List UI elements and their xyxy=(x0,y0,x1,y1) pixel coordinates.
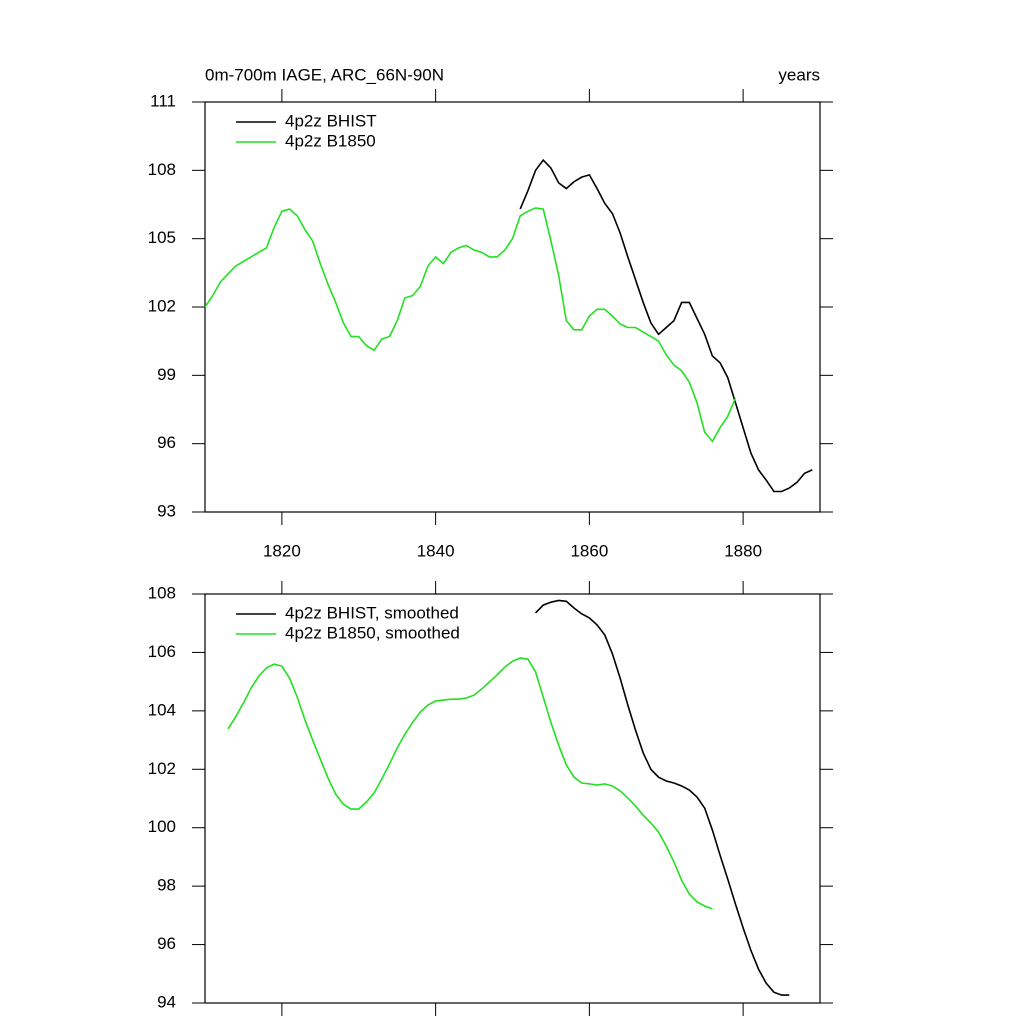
y-tick-label: 94 xyxy=(157,992,176,1011)
y-tick-label: 96 xyxy=(157,934,176,953)
x-tick-label: 1860 xyxy=(570,541,608,560)
y-tick-label: 98 xyxy=(157,876,176,895)
chart-title: 0m-700m IAGE, ARC_66N-90N xyxy=(205,65,444,84)
y-tick-label: 105 xyxy=(148,228,176,247)
y-tick-label: 111 xyxy=(150,91,176,110)
y-tick-label: 99 xyxy=(157,365,176,384)
y-tick-label: 102 xyxy=(148,296,176,315)
legend-label: 4p2z B1850 xyxy=(285,131,376,150)
x-tick-label: 1880 xyxy=(724,541,762,560)
legend-label: 4p2z B1850, smoothed xyxy=(285,623,460,642)
series-line xyxy=(534,599,790,996)
y-tick-label: 96 xyxy=(157,433,176,452)
y-tick-label: 108 xyxy=(148,583,176,602)
y-tick-label: 100 xyxy=(148,817,176,836)
x-tick-label: 1820 xyxy=(263,541,301,560)
series-line xyxy=(519,158,813,493)
legend-label: 4p2z BHIST xyxy=(285,111,377,130)
y-tick-label: 93 xyxy=(157,501,176,520)
plot-frame xyxy=(204,101,821,513)
legend-label: 4p2z BHIST, smoothed xyxy=(285,603,459,622)
y-tick-label: 102 xyxy=(148,759,176,778)
series-line xyxy=(204,207,737,443)
series-line xyxy=(227,657,713,910)
y-tick-label: 104 xyxy=(148,700,176,719)
y-tick-label: 108 xyxy=(148,160,176,179)
plot-frame xyxy=(204,593,821,1004)
y-tick-label: 106 xyxy=(148,642,176,661)
x-tick-label: 1840 xyxy=(417,541,455,560)
units-label: years xyxy=(778,65,820,84)
